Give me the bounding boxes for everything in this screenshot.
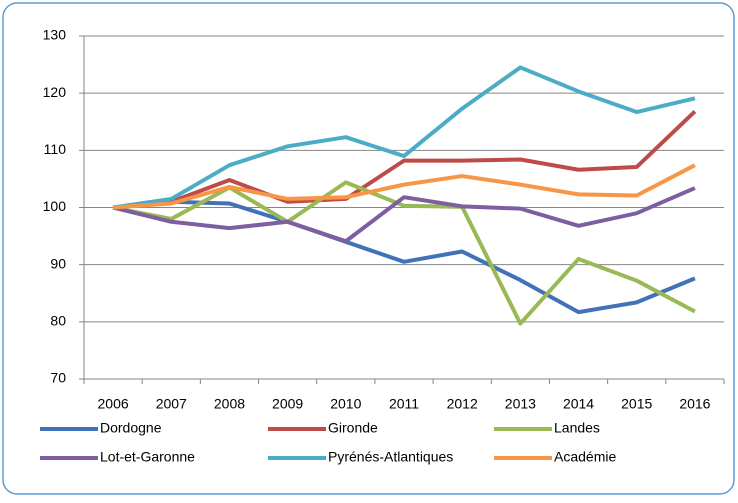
y-tick-label: 100 <box>43 198 67 214</box>
legend-label: Gironde <box>328 420 378 436</box>
x-tick-label: 2012 <box>447 396 478 412</box>
x-tick-label: 2011 <box>389 396 419 412</box>
y-tick-label: 110 <box>44 141 67 157</box>
series-line <box>112 180 696 326</box>
x-tick-label: 2006 <box>98 396 129 412</box>
legend-label: Académie <box>554 449 616 465</box>
x-tick-label: 2014 <box>563 396 594 412</box>
x-tick-label: 2010 <box>330 396 361 412</box>
x-tick-label: 2009 <box>272 396 303 412</box>
legend-label: Dordogne <box>100 420 162 436</box>
series-line <box>112 186 696 244</box>
series-line <box>112 163 696 210</box>
series-line <box>112 65 696 210</box>
x-tick-label: 2016 <box>679 396 710 412</box>
y-tick-label: 70 <box>50 370 66 386</box>
y-tick-label: 130 <box>43 27 67 43</box>
legend-label: Lot-et-Garonne <box>100 449 195 465</box>
x-tick-label: 2015 <box>621 396 652 412</box>
x-tick-label: 2008 <box>214 396 245 412</box>
series-line <box>112 199 696 315</box>
y-tick-label: 80 <box>50 313 66 329</box>
series-line <box>112 110 697 210</box>
legend-label: Landes <box>554 420 600 436</box>
x-tick-label: 2013 <box>505 396 536 412</box>
x-tick-label: 2007 <box>156 396 187 412</box>
y-tick-label: 120 <box>43 84 67 100</box>
legend-label: Pyrénés-Atlantiques <box>328 449 453 465</box>
y-tick-label: 90 <box>50 255 66 271</box>
